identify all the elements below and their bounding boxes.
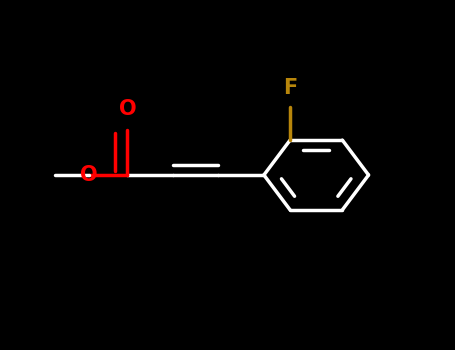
- Text: F: F: [283, 78, 297, 98]
- Text: O: O: [80, 165, 97, 185]
- Text: O: O: [119, 99, 136, 119]
